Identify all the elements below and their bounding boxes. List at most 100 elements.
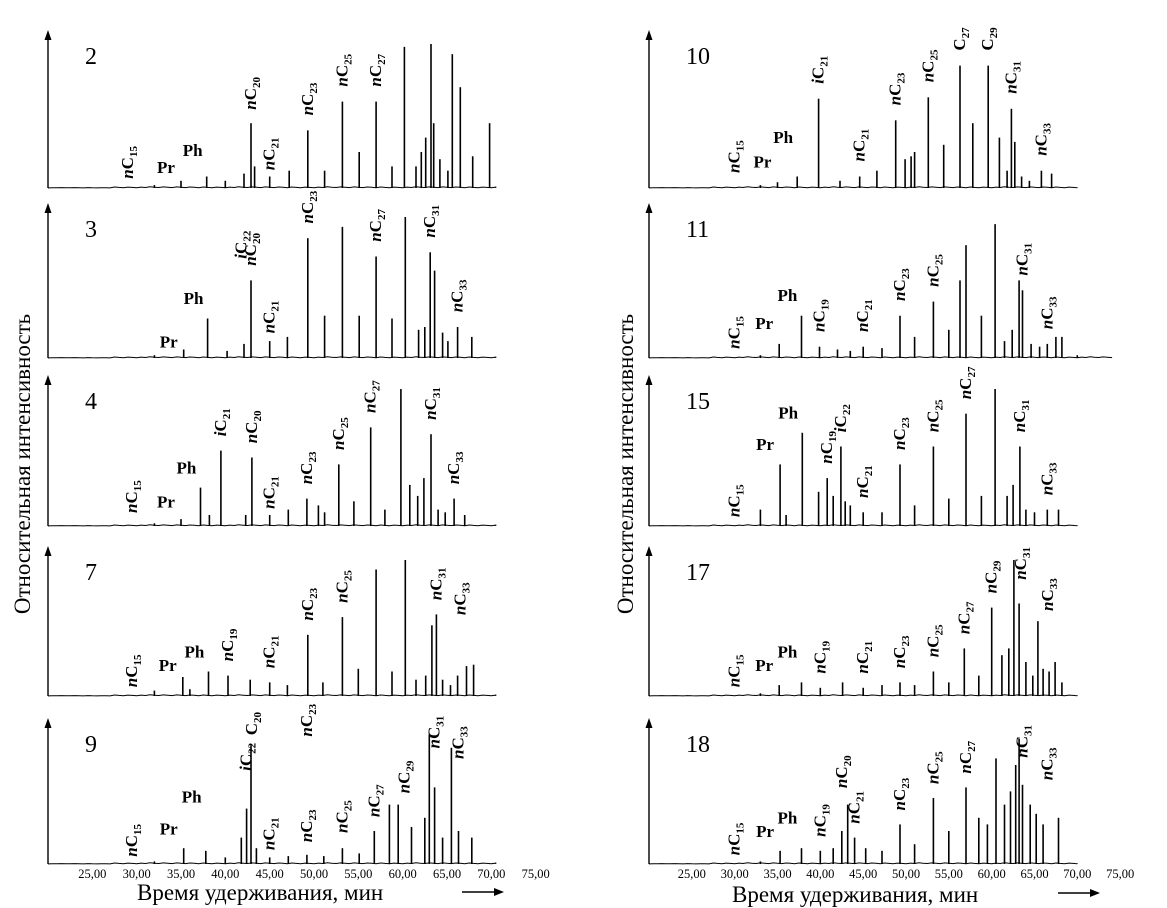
y-axis-arrowhead [645, 30, 653, 40]
peak-label: nC23 [890, 777, 912, 810]
chromatogram-panel-2: 2 nC15 Pr Ph nC20 nC21 nC23 nC25 nC27 [44, 30, 497, 189]
peak-label: nC23 [886, 72, 908, 105]
peak-label: nC27 [364, 784, 386, 817]
peak-label: Pr [160, 333, 178, 352]
peak-label: Pr [157, 493, 175, 512]
peak-label: nC25 [918, 49, 940, 82]
y-axis-arrowhead [44, 30, 52, 40]
x-tick-label: 25,00 [678, 867, 706, 881]
peak-label: nC20 [242, 410, 264, 443]
peak-label: nC33 [1037, 747, 1059, 780]
peak-label: nC33 [444, 451, 466, 484]
x-tick-label: 55,00 [935, 867, 963, 881]
peak-label: nC21 [853, 465, 875, 498]
x-tick-label: 75,00 [1106, 867, 1134, 881]
peak-label: nC33 [448, 279, 470, 312]
peak-label: nC27 [366, 209, 388, 242]
peak-label: nC19 [810, 804, 832, 837]
panel-number: 15 [686, 389, 710, 415]
x-tick-label: 50,00 [892, 867, 920, 881]
baseline-trace [648, 862, 1078, 865]
panel-number: 2 [85, 44, 97, 70]
peak-label: nC31 [425, 716, 447, 749]
peak-label: nC21 [853, 299, 875, 332]
baseline-trace [648, 356, 1113, 359]
panel-number: 7 [85, 560, 97, 586]
peak-label: nC31 [1013, 243, 1035, 276]
peak-label: nC21 [845, 791, 867, 824]
x-tick-label: 35,00 [167, 867, 195, 881]
peak-label: nC21 [260, 476, 282, 509]
peak-label: Ph [778, 404, 798, 423]
peak-label: nC23 [298, 190, 320, 223]
x-tick-label: 30,00 [123, 867, 151, 881]
peak-label: nC15 [725, 484, 747, 517]
peak-label: nC27 [361, 380, 383, 413]
right-x-axis-label: Время удерживания, мин [732, 882, 978, 907]
peak-label: Pr [755, 314, 773, 333]
peak-label: nC25 [923, 399, 945, 432]
peak-label: nC31 [1011, 547, 1033, 580]
peak-label: nC15 [122, 823, 144, 856]
peak-label: nC21 [260, 137, 282, 170]
peak-label: Ph [182, 788, 202, 807]
peak-label: Ph [185, 642, 205, 661]
peak-label: nC23 [890, 417, 912, 450]
peak-label: nC15 [725, 822, 747, 855]
peak-label: nC19 [810, 299, 832, 332]
x-tick-label: 45,00 [256, 867, 284, 881]
y-axis-arrowhead [645, 203, 653, 213]
peak-label: iC22 [237, 742, 259, 771]
baseline-trace [47, 356, 497, 359]
peak-label: nC27 [366, 53, 388, 86]
x-tick-label: 45,00 [849, 867, 877, 881]
peak-label: nC33 [450, 582, 472, 615]
baseline-trace [47, 524, 497, 527]
peak-label: nC23 [298, 82, 320, 115]
peak-label: nC31 [420, 205, 442, 238]
peak-label: nC29 [394, 760, 416, 793]
peak-label: Ph [177, 458, 197, 477]
peak-label: nC25 [923, 624, 945, 657]
peak-label: nC21 [850, 129, 872, 162]
peak-label: nC33 [1031, 123, 1053, 156]
peak-label: nC27 [956, 740, 978, 773]
panel-number: 4 [85, 389, 97, 415]
peak-label: nC15 [118, 146, 140, 179]
y-axis-arrowhead [44, 203, 52, 213]
peak-label: C29 [978, 27, 1000, 51]
peak-label: Ph [183, 141, 203, 160]
peak-label: nC15 [725, 654, 747, 687]
x-tick-label: 55,00 [344, 867, 372, 881]
peak-label: nC25 [332, 800, 354, 833]
peak-label: C20 [242, 712, 264, 736]
peak-label: nC31 [1010, 399, 1032, 432]
x-tick-label: 35,00 [763, 867, 791, 881]
x-tick-label: 60,00 [389, 867, 417, 881]
peak-label: Pr [756, 822, 774, 841]
x-tick-label: 40,00 [211, 867, 239, 881]
baseline-trace [648, 186, 1078, 189]
peak-label: nC23 [297, 703, 319, 736]
peak-label: nC15 [122, 654, 144, 687]
peak-label: nC33 [1037, 462, 1059, 495]
peak-label: Ph [184, 289, 204, 308]
baseline-trace [47, 694, 497, 697]
peak-label: nC31 [1013, 725, 1035, 758]
y-axis-arrowhead [645, 718, 653, 728]
peak-label: nC15 [725, 140, 747, 173]
peak-label: nC21 [260, 301, 282, 334]
panel-number: 17 [686, 560, 710, 586]
peak-label: nC23 [297, 451, 319, 484]
peak-label: nC15 [122, 480, 144, 513]
peak-label: nC21 [260, 635, 282, 668]
peak-label: Pr [756, 435, 774, 454]
peak-label: nC29 [982, 560, 1004, 593]
peak-label: nC25 [332, 53, 354, 86]
peak-label: nC19 [817, 430, 839, 463]
